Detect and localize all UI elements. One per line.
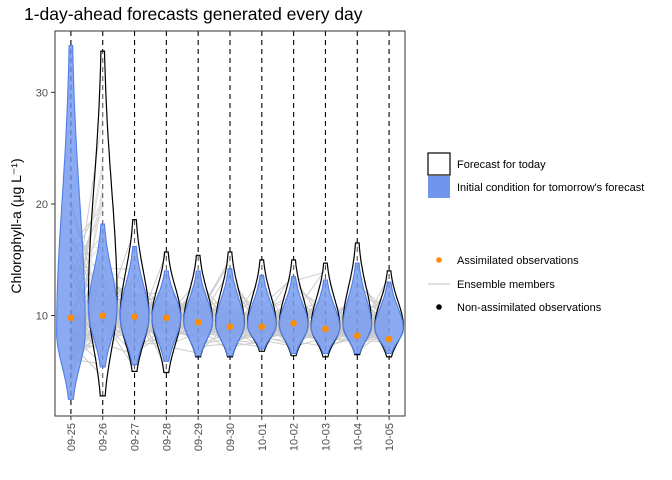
chart-title: 1-day-ahead forecasts generated every da… [24,4,363,24]
legend-label-non-assimilated: Non-assimilated observations [457,302,602,314]
x-tick-label: 09-28 [161,423,173,451]
legend-key-assimilated [436,257,442,263]
x-tick-label: 10-03 [320,423,332,451]
assimilated-observation-point [385,335,393,343]
legend-key-forecast [427,152,451,176]
initial-condition-violin [183,270,214,357]
forecast-date-lines [70,31,390,416]
x-tick-label: 10-01 [257,423,269,451]
ensemble-member-line [70,260,390,356]
x-tick-label: 10-02 [289,423,301,451]
legend-label-assimilated: Assimilated observations [457,255,579,267]
legend-label-ensemble: Ensemble members [457,279,555,291]
assimilated-observation-point [258,323,266,331]
initial-condition-violin [374,281,404,355]
x-tick-label: 09-26 [98,423,110,451]
legend-label-forecast: Forecast for today [457,159,546,171]
ensemble-member-line [70,285,390,356]
assimilated-observation-point [67,314,75,322]
legend-fill: Forecast for today Initial condition for … [427,152,644,198]
assimilated-observation-point [226,323,234,331]
assimilated-observation-point [163,314,170,322]
ensemble-member-line [70,269,390,346]
y-axis-label: Chlorophyll-a (μg L⁻¹) [8,158,24,293]
ensemble-members [70,115,390,382]
assimilated-observation-point [131,313,138,320]
y-tick-label: 30 [36,87,48,99]
y-axis: 10 20 30 [36,87,55,323]
x-tick-label: 09-30 [225,423,237,451]
assimilated-observation-point [353,332,361,339]
initial-condition-violin [278,275,309,355]
initial-condition-violin [87,223,118,368]
initial-condition-violin [119,245,150,366]
initial-condition-violin [342,262,373,355]
legend-points: Assimilated observations Ensemble members… [428,255,602,314]
x-tick-label: 09-27 [130,423,142,451]
legend-label-initial-condition: Initial condition for tomorrow's forecas… [457,182,644,194]
x-tick-label: 09-29 [193,423,205,451]
initial-condition-violin [56,44,86,400]
assimilated-observation-point [194,318,202,326]
ensemble-member-line [70,200,390,343]
x-axis: 09-25 09-26 09-27 09-28 09-29 09-30 10-01 10-02… [66,416,396,451]
observation-points [67,312,393,343]
assimilated-observation-point [99,312,107,319]
initial-condition-violin [246,274,277,350]
initial-condition-violin [310,279,341,355]
legend-key-initial-condition [428,176,450,198]
assimilated-observation-point [290,320,297,327]
ensemble-member-line [70,278,390,357]
x-tick-label: 10-04 [352,423,364,451]
initial-condition-violin [215,268,245,357]
y-tick-label: 20 [36,199,48,211]
assimilated-observation-point [322,325,329,333]
x-tick-label: 10-05 [384,423,396,451]
svg-text:Chlorophyll-a (μg L⁻¹): Chlorophyll-a (μg L⁻¹) [8,158,24,293]
y-tick-label: 10 [36,311,48,323]
legend-key-non-assimilated [436,304,442,310]
x-tick-label: 09-25 [66,423,78,451]
violins [56,44,404,400]
